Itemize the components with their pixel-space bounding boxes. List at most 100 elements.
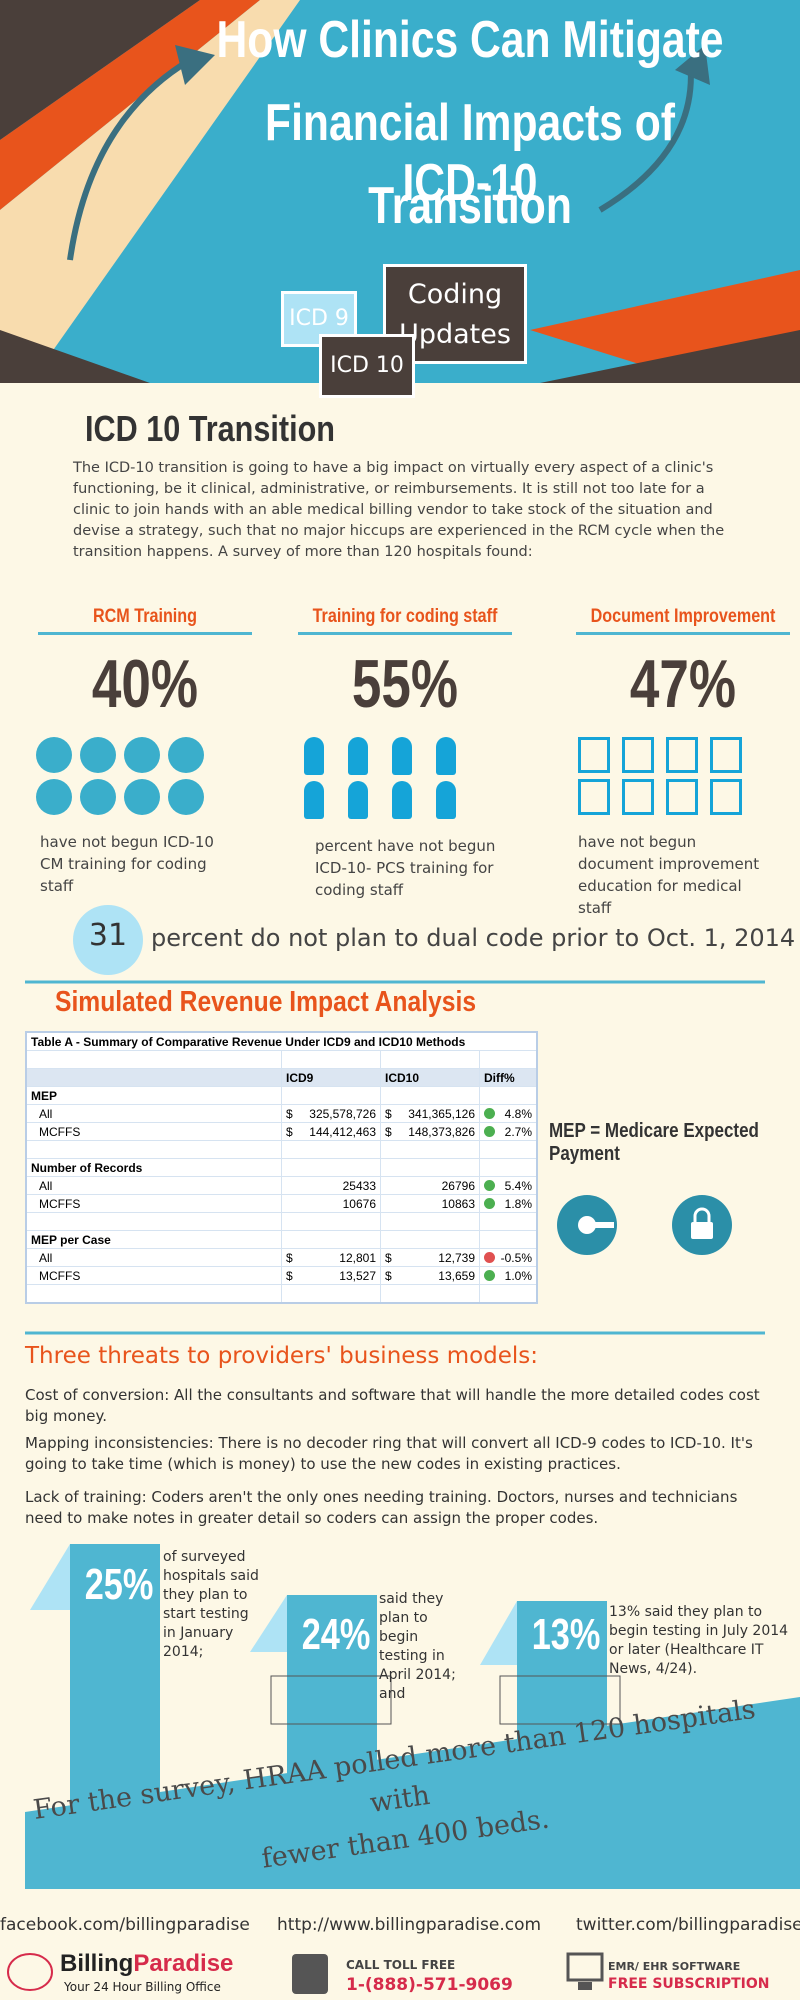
table-row <box>25 1050 538 1069</box>
table-cell: 1.8% <box>479 1194 538 1213</box>
intro-text: The ICD-10 transition is going to have a… <box>73 460 725 560</box>
tagline: Your 24 Hour Billing Office <box>64 1980 221 1994</box>
table-cell <box>479 1050 538 1069</box>
amount: 13,527 <box>339 1268 376 1283</box>
table-row: All $12,801 $12,739 -0.5% <box>25 1248 538 1267</box>
amount: 12,739 <box>438 1250 475 1265</box>
table-cell <box>380 1086 480 1105</box>
amount: 148,373,826 <box>408 1124 475 1139</box>
money: 25433 <box>286 1179 376 1193</box>
call-label: CALL TOLL FREE <box>346 1958 456 1972</box>
icon <box>710 737 742 773</box>
icon <box>622 737 654 773</box>
money: $148,373,826 <box>385 1125 475 1139</box>
stat-caption: have not begun document improvement educ… <box>578 833 760 917</box>
title-line: Financial Impacts of ICD-10 <box>265 94 675 212</box>
table-cell <box>25 1140 282 1159</box>
diff: 5.4% <box>484 1179 532 1193</box>
icon <box>80 779 116 815</box>
stat-icons <box>296 737 520 819</box>
money: $144,412,463 <box>286 1125 376 1139</box>
icon <box>304 781 324 819</box>
stat-line <box>38 632 252 635</box>
icon <box>168 737 204 773</box>
amount: 325,578,726 <box>309 1106 376 1121</box>
website: http://www.billingparadise.com <box>277 1915 542 1935</box>
table-cell: MCFFS <box>25 1194 282 1213</box>
icon <box>578 737 610 773</box>
test-value: 25% <box>84 1560 154 1609</box>
currency: $ <box>286 1268 293 1283</box>
brand: BillingParadise <box>60 1950 234 1977</box>
stat-title: RCM Training <box>92 606 198 627</box>
indicator <box>484 1252 495 1263</box>
table-cell <box>281 1140 381 1159</box>
icon <box>392 737 412 775</box>
amount: 10863 <box>441 1196 475 1211</box>
table-row: Table A - Summary of Comparative Revenue… <box>25 1031 538 1051</box>
diff: 1.8% <box>484 1197 532 1211</box>
title-line: How Clinics Can Mitigate <box>216 11 724 69</box>
diff-value: 1.0% <box>504 1268 532 1283</box>
table-cell: All <box>25 1104 282 1123</box>
currency: $ <box>286 1124 293 1139</box>
test-text: 13% said they plan to begin testing in J… <box>609 1604 789 1677</box>
icon <box>168 779 204 815</box>
icon <box>348 737 368 775</box>
money: 10676 <box>286 1197 376 1211</box>
table-cell <box>479 1158 538 1177</box>
table-row <box>25 1140 538 1159</box>
stat-line <box>298 632 512 635</box>
footer-icons <box>7 1952 604 1994</box>
amount: 26796 <box>441 1178 475 1193</box>
table-cell: MCFFS <box>25 1122 282 1141</box>
stat-title: Training for coding staff <box>312 606 498 627</box>
diff-value: 1.8% <box>504 1196 532 1211</box>
diff-value: 5.4% <box>504 1178 532 1193</box>
table-cell: MEP <box>25 1086 282 1105</box>
table-cell: $144,412,463 <box>281 1122 381 1141</box>
facebook: facebook.com/billingparadise <box>0 1915 250 1935</box>
table-cell: 1.0% <box>479 1266 538 1285</box>
indicator <box>484 1126 495 1137</box>
table-cell <box>281 1158 381 1177</box>
table-cell: $325,578,726 <box>281 1104 381 1123</box>
icon <box>710 779 742 815</box>
table-cell <box>281 1212 381 1231</box>
table-cell <box>479 1284 538 1304</box>
threat: Cost of conversion: All the consultants … <box>25 1386 760 1425</box>
currency: $ <box>286 1106 293 1121</box>
icon <box>36 737 72 773</box>
money: $13,659 <box>385 1269 475 1283</box>
table-note: MEP = Medicare Expected Payment <box>549 1120 759 1165</box>
currency: $ <box>385 1268 392 1283</box>
subscription: FREE SUBSCRIPTION <box>608 1976 770 1992</box>
table-cell <box>25 1212 282 1231</box>
table-row: MEP <box>25 1086 538 1105</box>
table-cell <box>380 1140 480 1159</box>
table-row: MCFFS 10676 10863 1.8% <box>25 1194 538 1213</box>
icon <box>578 779 610 815</box>
icon <box>666 737 698 773</box>
icon <box>436 781 456 819</box>
table-cell: $12,801 <box>281 1248 381 1267</box>
table-cell: 4.8% <box>479 1104 538 1123</box>
revenue-heading: Simulated Revenue Impact Analysis <box>55 986 477 1018</box>
test-value: 24% <box>301 1610 371 1659</box>
table-cell <box>479 1086 538 1105</box>
revenue-table: Table A - Summary of Comparative Revenue… <box>25 1031 538 1304</box>
table-row <box>25 1284 538 1304</box>
amount: 341,365,126 <box>408 1106 475 1121</box>
stat: Training for coding staff 55% percent have… <box>290 606 520 901</box>
table-cell: $13,527 <box>281 1266 381 1285</box>
currency: $ <box>385 1124 392 1139</box>
twitter: twitter.com/billingparadise <box>576 1915 800 1935</box>
threat: Mapping inconsistencies: There is no dec… <box>25 1434 753 1473</box>
table-cell <box>281 1086 381 1105</box>
table-cell <box>25 1050 282 1069</box>
stat-icons <box>36 737 260 815</box>
table-cell: 10676 <box>281 1194 381 1213</box>
test-text: said they plan to begin testing in April… <box>379 1591 456 1702</box>
table-cell: $12,739 <box>380 1248 480 1267</box>
icon <box>666 779 698 815</box>
